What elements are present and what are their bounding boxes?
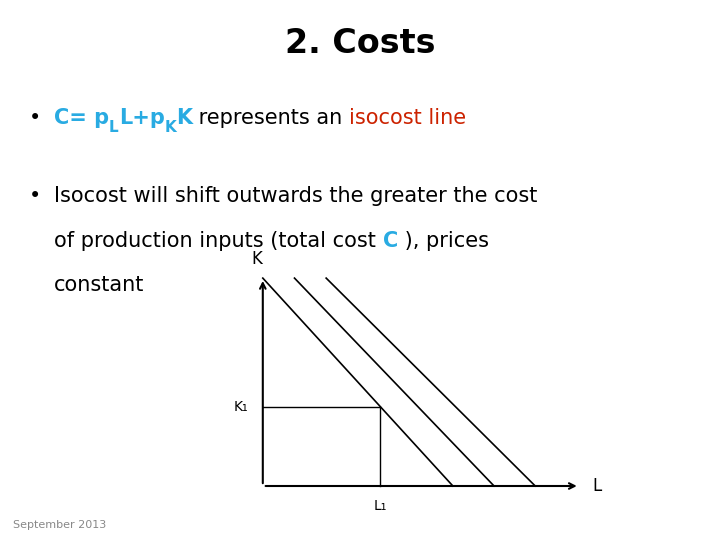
Text: C= p: C= p — [54, 108, 109, 128]
Text: L: L — [593, 477, 602, 495]
Text: L₁: L₁ — [374, 500, 387, 514]
Text: Isocost will shift outwards the greater the cost: Isocost will shift outwards the greater … — [54, 186, 537, 206]
Text: •: • — [29, 108, 41, 128]
Text: represents an: represents an — [192, 108, 349, 128]
Text: L: L — [109, 120, 119, 135]
Text: ), prices: ), prices — [397, 231, 489, 251]
Text: K: K — [176, 108, 192, 128]
Text: K: K — [251, 251, 263, 268]
Text: 2. Costs: 2. Costs — [284, 27, 436, 60]
Text: K: K — [165, 120, 176, 135]
Text: C: C — [382, 231, 397, 251]
Text: isocost line: isocost line — [349, 108, 467, 128]
Text: constant: constant — [54, 275, 145, 295]
Text: September 2013: September 2013 — [13, 520, 107, 530]
Text: of production inputs (total cost: of production inputs (total cost — [54, 231, 382, 251]
Text: L+p: L+p — [119, 108, 165, 128]
Text: K₁: K₁ — [234, 400, 248, 414]
Text: •: • — [29, 186, 41, 206]
